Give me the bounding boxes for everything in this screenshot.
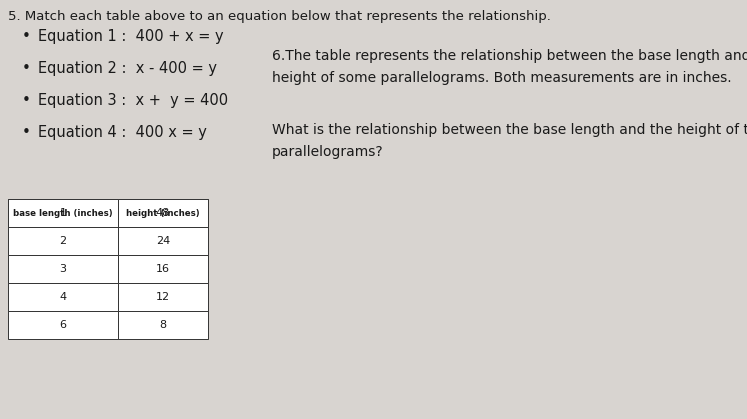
Text: Equation 3 :  x +  y = 400: Equation 3 : x + y = 400 — [38, 93, 228, 108]
Text: •: • — [22, 61, 31, 76]
Text: base length (inches): base length (inches) — [13, 209, 113, 217]
Text: 6.The table represents the relationship between the base length and the: 6.The table represents the relationship … — [272, 49, 747, 63]
Text: height of some parallelograms. Both measurements are in inches.: height of some parallelograms. Both meas… — [272, 71, 731, 85]
Bar — [118, 255, 208, 283]
Bar — [8, 199, 118, 227]
Text: parallelograms?: parallelograms? — [272, 145, 384, 159]
Bar — [8, 199, 118, 227]
Bar — [118, 227, 208, 255]
Text: What is the relationship between the base length and the height of these: What is the relationship between the bas… — [272, 123, 747, 137]
Text: 6: 6 — [60, 320, 66, 330]
Text: Equation 1 :  400 + x = y: Equation 1 : 400 + x = y — [38, 29, 223, 44]
Text: 24: 24 — [156, 236, 170, 246]
Bar — [8, 255, 118, 283]
Text: 2: 2 — [60, 236, 66, 246]
Text: 5. Match each table above to an equation below that represents the relationship.: 5. Match each table above to an equation… — [8, 10, 551, 23]
Text: height (inches): height (inches) — [126, 209, 199, 217]
Bar — [8, 227, 118, 255]
Text: 12: 12 — [156, 292, 170, 302]
Bar — [8, 311, 118, 339]
Text: •: • — [22, 93, 31, 108]
Text: 4: 4 — [60, 292, 66, 302]
Bar — [118, 283, 208, 311]
Text: 48: 48 — [156, 208, 170, 218]
Text: 16: 16 — [156, 264, 170, 274]
Bar — [118, 311, 208, 339]
Bar — [118, 199, 208, 227]
Bar — [118, 199, 208, 227]
Text: •: • — [22, 29, 31, 44]
Text: •: • — [22, 125, 31, 140]
Text: 3: 3 — [60, 264, 66, 274]
Bar — [8, 283, 118, 311]
Text: Equation 2 :  x - 400 = y: Equation 2 : x - 400 = y — [38, 61, 217, 76]
Text: Equation 4 :  400 x = y: Equation 4 : 400 x = y — [38, 125, 207, 140]
Text: 1: 1 — [60, 208, 66, 218]
Text: 8: 8 — [159, 320, 167, 330]
